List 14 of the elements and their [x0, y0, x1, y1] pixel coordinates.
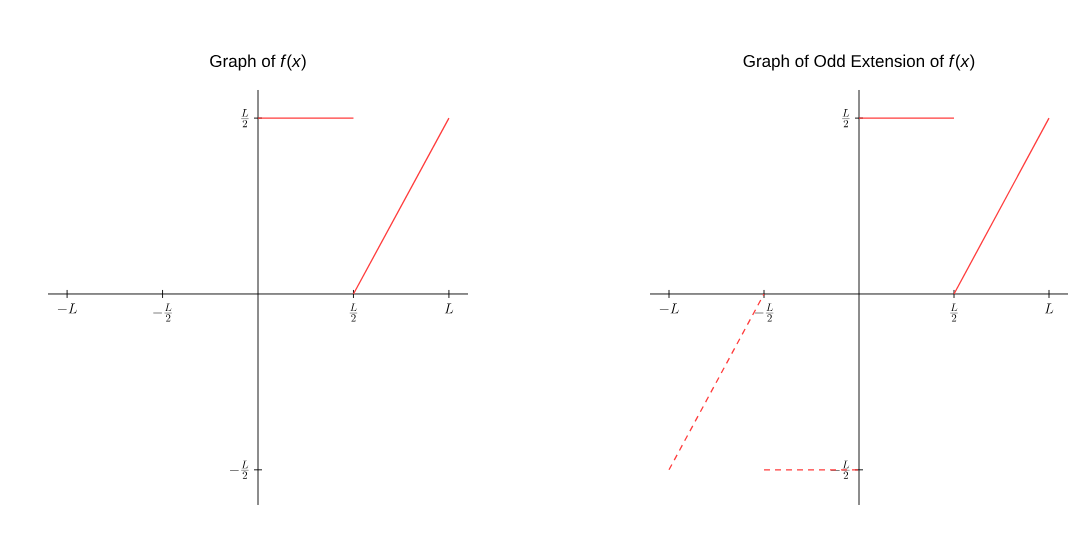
chart-title: Graph of Odd Extension of f(x): [743, 54, 975, 71]
chart-title: Graph of f(x): [210, 54, 306, 71]
text: $-\frac{L}{2}$: [229, 460, 249, 479]
annotation: $\frac{L}{2}$: [241, 109, 249, 128]
x-tick-label: $L$: [1044, 303, 1054, 314]
annotation: $\frac{L}{2}$: [842, 109, 850, 128]
x-tick-label: $-\frac{L}{2}$: [754, 303, 774, 322]
x-tick-label: $-L$: [57, 303, 77, 314]
x-tick-label: $-\frac{L}{2}$: [153, 303, 172, 322]
x-tick-label: $L$: [444, 303, 454, 314]
x-tick-label: $-L$: [659, 303, 679, 314]
x-tick-label: $\frac{L}{2}$: [349, 303, 358, 322]
x-tick-label: $\frac{L}{2}$: [950, 303, 958, 322]
annotation: $-\frac{L}{2}$: [830, 460, 850, 479]
